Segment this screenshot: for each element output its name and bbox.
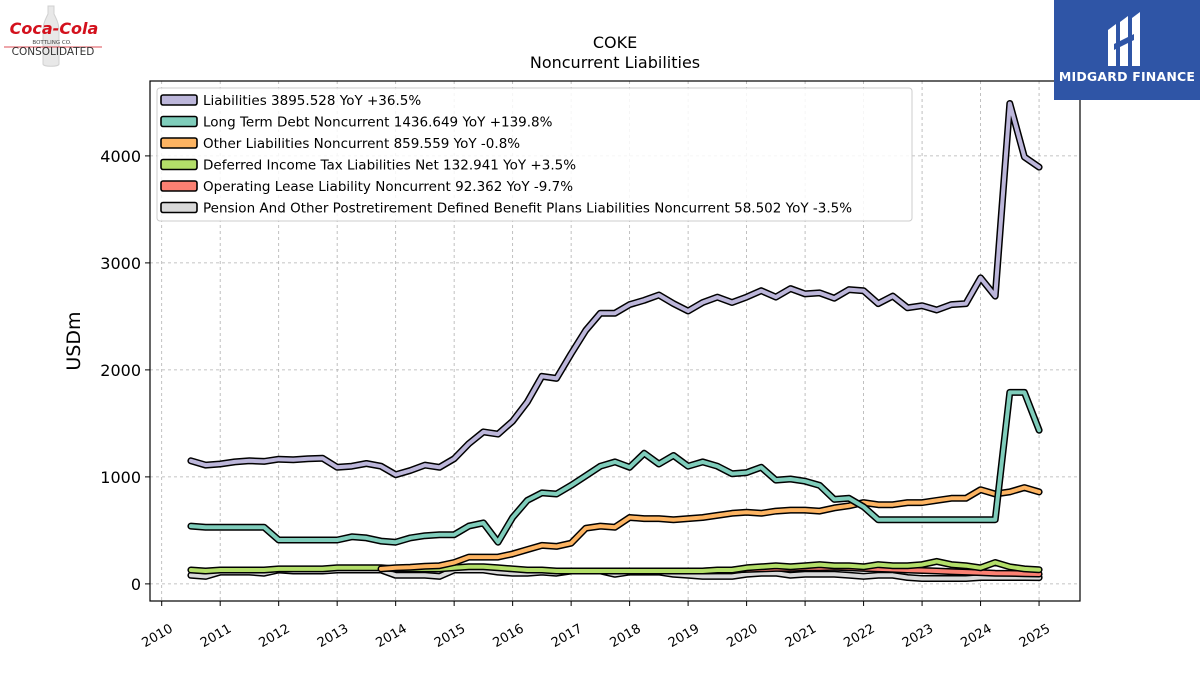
x-tick-label: 2019: [666, 621, 702, 651]
x-tick-label: 2022: [841, 621, 877, 651]
x-tick-label: 2021: [783, 621, 819, 651]
x-tick-label: 2017: [549, 621, 585, 651]
legend-label: Deferred Income Tax Liabilities Net 132.…: [203, 158, 576, 174]
x-tick-label: 2010: [140, 621, 176, 651]
x-tick-label: 2015: [432, 621, 468, 651]
legend-swatch: [160, 94, 198, 106]
x-tick-label: 2023: [900, 621, 936, 651]
chart-subtitle: Noncurrent Liabilities: [530, 53, 700, 72]
x-tick-label: 2013: [315, 621, 351, 651]
x-tick-label: 2011: [198, 621, 234, 651]
series-line: [188, 559, 1042, 573]
legend-swatch: [160, 137, 198, 149]
y-tick-label: 4000: [100, 147, 141, 166]
legend-box: [156, 87, 913, 222]
legend: Liabilities 3895.528 YoY +36.5% Long Term…: [156, 87, 913, 222]
series-line: [379, 485, 1042, 571]
x-tick-label: 2025: [1017, 621, 1053, 651]
chart-title: COKE: [593, 33, 637, 52]
series-line: [188, 390, 1042, 545]
y-axis-label: USDm: [63, 311, 85, 370]
logo-name-text: CONSOLIDATED: [12, 46, 95, 58]
y-tick-label: 0: [131, 575, 141, 594]
legend-swatch: [160, 180, 198, 192]
series-line: [188, 101, 1042, 477]
y-tick-label: 3000: [100, 254, 141, 273]
x-tick-label: 2016: [490, 621, 526, 651]
midgard-finance-logo: MIDGARD FINANCE: [1054, 0, 1200, 100]
midgard-mark-icon: [1108, 12, 1140, 66]
legend-label: Liabilities 3895.528 YoY +36.5%: [203, 93, 421, 109]
midgard-finance-text: MIDGARD FINANCE: [1058, 69, 1196, 84]
x-tick-label: 2018: [607, 621, 643, 651]
bottle-icon: [42, 5, 60, 67]
legend-label: Operating Lease Liability Noncurrent 92.…: [203, 179, 573, 195]
x-tick-label: 2020: [724, 621, 760, 651]
coca-cola-consolidated-logo: Coca-Cola BOTTLING CO. CONSOLIDATED: [2, 2, 106, 70]
x-tick-label: 2014: [374, 621, 410, 651]
x-tick-label: 2024: [958, 621, 994, 651]
plot-frame: [149, 80, 1081, 602]
legend-swatch: [160, 201, 198, 214]
legend-label: Long Term Debt Noncurrent 1436.649 YoY +…: [203, 115, 553, 131]
logo-script-text: Coca-Cola: [10, 19, 99, 38]
y-tick-label: 1000: [100, 468, 141, 487]
legend-swatch: [160, 158, 198, 171]
legend-label: Pension And Other Postretirement Defined…: [203, 201, 852, 217]
legend-swatch: [160, 115, 198, 128]
series-layer: [187, 100, 1043, 582]
y-tick-label: 2000: [100, 361, 141, 380]
logo-small-text: BOTTLING CO.: [32, 40, 71, 46]
x-tick-label: 2012: [257, 621, 293, 651]
legend-label: Other Liabilities Noncurrent 859.559 YoY…: [203, 136, 520, 152]
